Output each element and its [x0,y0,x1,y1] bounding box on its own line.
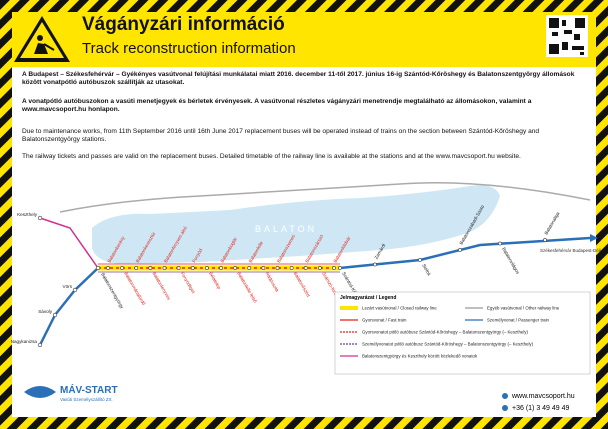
station [72,287,78,293]
station [134,266,139,270]
station [37,215,43,221]
station-label: Keszthely [17,212,38,217]
legend: Jelmagyarázat / Legend Lezárt vasútvonal… [334,291,591,375]
lake-label: BALATON [255,224,317,234]
legend-label: Egyéb vasútvonal / Other railway line [487,306,560,311]
station [52,312,58,318]
qr-code [546,15,588,57]
legend-label: Gyorsvonatot pótló autóbusz Szántód-Kőrö… [362,330,529,335]
header-band [12,12,596,67]
station [543,238,547,242]
station [162,266,167,270]
station [498,241,502,246]
legend-label: Balatonszentgyörgy és Keszthely között k… [362,354,478,359]
north-line [59,181,591,213]
subtitle: Track reconstruction information [82,40,296,57]
brand-sub: Vasúti Személyszállító Zrt. [60,397,113,402]
arrow [590,234,598,242]
station [37,342,43,348]
paragraph: A vonatpótló autóbuszokon a vasúti menet… [22,98,532,114]
legend-label: Gyorsvonat / Fast train [362,318,407,323]
legend-title: Jelmagyarázat / Legend [340,295,396,301]
east-line [339,236,591,270]
paragraph: A Budapest – Székesfehérvár – Gyékényes … [22,71,575,87]
west-line [38,267,99,346]
phone: +36 (1) 3 49 49 49 [512,405,570,412]
station [176,266,181,270]
end-label: Székesfehérvár Budapest-Déli [540,248,601,253]
station [120,266,125,270]
paragraph: The railway tickets and passes are valid… [22,153,521,160]
station [148,266,153,270]
station [373,262,377,267]
station [303,266,308,270]
station-label: Sávoly [38,309,52,314]
title: Vágányzári információ [82,14,285,35]
legend-label: Személyvonat / Passenger train [487,318,550,323]
station-label: Vörs [63,284,73,289]
station [95,265,101,271]
legend-label: Személyvonatot pótló autóbusz Szántód-Kő… [362,342,534,347]
station [233,266,238,270]
keszthely-line [39,217,99,269]
station [275,266,280,270]
brand: MÁV-START [60,383,118,396]
station [106,266,110,270]
footer: MÁV-START Vasúti Személyszállító Zrt. ww… [24,383,575,412]
website: www.mavcsoport.hu [511,393,575,400]
station [190,266,195,270]
station [219,266,223,270]
station [317,266,322,270]
station [458,248,462,252]
station [247,266,252,270]
station [261,266,266,270]
station [418,258,422,262]
paragraph: Due to maintenance works, from 11th Sept… [22,128,540,144]
legend-label: Lezárt vasútvonal / Closed railway line [362,306,437,311]
station-label: Nagykanizsa [11,339,38,344]
warning-icon [14,16,70,62]
station [289,266,294,270]
station [332,266,336,270]
station-label: Siófok [421,263,432,277]
lake [92,185,500,264]
station [204,266,209,270]
station [338,266,342,270]
